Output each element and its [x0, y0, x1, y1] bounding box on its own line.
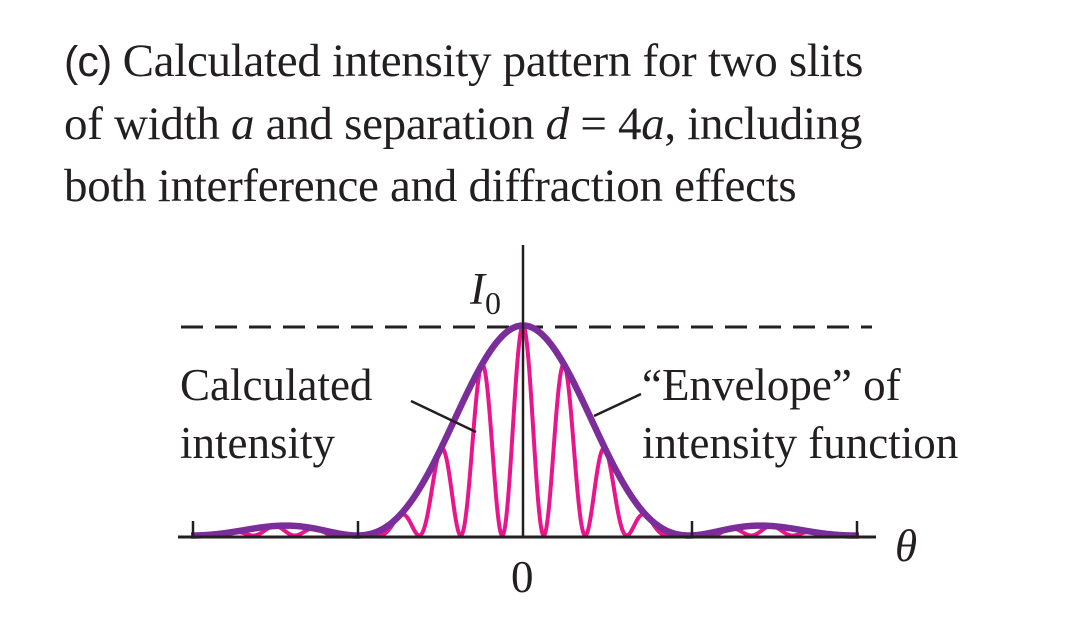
envelope-curve [188, 322, 862, 539]
caption-line-3: both interference and diffraction effect… [64, 160, 797, 212]
calculated-intensity-label: Calculated intensity [180, 360, 373, 468]
variable-a: a [641, 98, 665, 150]
part-label: (c) [64, 38, 112, 86]
calculated-intensity-leader-line [410, 399, 477, 434]
x-origin-label: 0 [511, 552, 534, 602]
figure-caption: (c) Calculated intensity pattern for two… [64, 30, 1064, 217]
caption-line-1: (c) Calculated intensity pattern for two… [64, 35, 864, 87]
variable-a: a [231, 98, 255, 150]
x-axis-ticks [191, 521, 859, 537]
caption-line-2: of width a and separation d = 4a, includ… [64, 98, 863, 150]
variable-d: d [545, 98, 570, 150]
envelope-label: “Envelope” of intensity function [642, 360, 959, 468]
calculated-intensity-curve [189, 323, 861, 538]
x-axis-label-theta: θ [895, 521, 918, 571]
envelope-leader-line [593, 392, 642, 418]
y-axis-label-i0: I0 [470, 264, 501, 321]
